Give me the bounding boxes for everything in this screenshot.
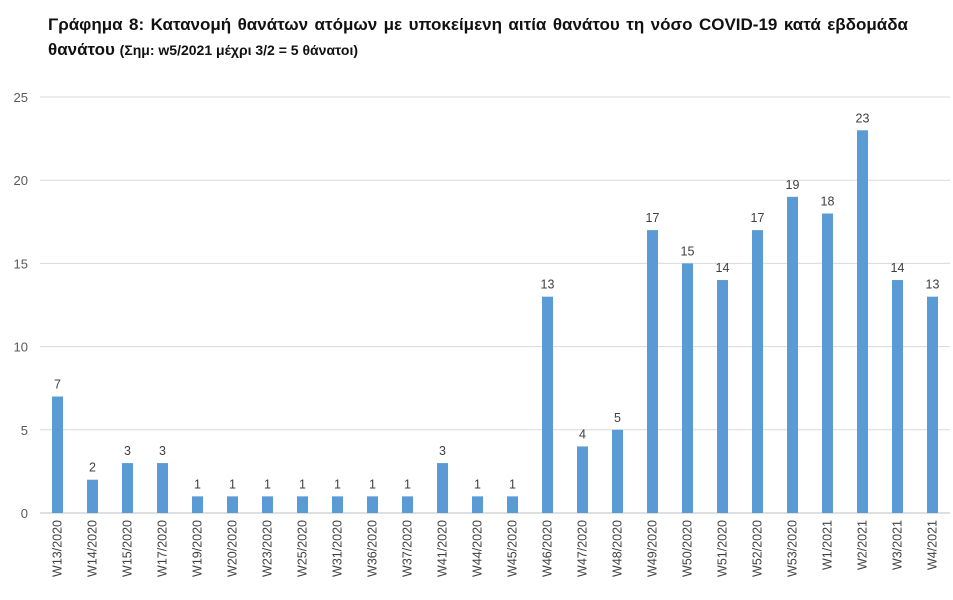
x-tick-label: W50/2020 [681, 520, 695, 577]
x-tick-label: W41/2020 [436, 520, 450, 577]
data-label: 19 [786, 178, 800, 192]
data-label: 1 [404, 477, 411, 491]
data-label: 7 [54, 378, 61, 392]
bar [157, 463, 168, 513]
data-label: 17 [646, 211, 660, 225]
data-label: 23 [856, 111, 870, 125]
x-tick-label: W19/2020 [191, 520, 205, 577]
x-tick-label: W36/2020 [366, 520, 380, 577]
bars [52, 130, 938, 514]
bar [927, 296, 938, 513]
x-tick-label: W23/2020 [261, 520, 275, 577]
x-tick-label: W15/2020 [121, 520, 135, 577]
data-label: 1 [509, 477, 516, 491]
chart-title-note: (Σημ: w5/2021 μέχρι 3/2 = 5 θάνατοι) [119, 42, 359, 58]
data-label: 13 [926, 278, 940, 292]
y-tick-label: 0 [21, 506, 28, 521]
x-tick-label: W2/2021 [856, 520, 870, 570]
data-label: 3 [124, 444, 131, 458]
data-label: 3 [159, 444, 166, 458]
bar [52, 396, 63, 513]
gridlines [40, 96, 950, 514]
data-label: 1 [369, 477, 376, 491]
x-tick-label: W25/2020 [296, 520, 310, 577]
bar [857, 130, 868, 513]
bar [192, 496, 203, 513]
bar [507, 496, 518, 513]
x-tick-label: W37/2020 [401, 520, 415, 577]
x-tick-label: W53/2020 [786, 520, 800, 577]
data-label: 4 [579, 427, 586, 441]
bar [437, 463, 448, 513]
bar [787, 196, 798, 513]
bar [542, 296, 553, 513]
y-tick-label: 5 [21, 423, 28, 438]
bar [262, 496, 273, 513]
bar [332, 496, 343, 513]
x-tick-label: W13/2020 [51, 520, 65, 577]
x-tick-label: W3/2021 [891, 520, 905, 570]
data-label: 1 [299, 477, 306, 491]
data-label: 1 [194, 477, 201, 491]
data-label: 15 [681, 244, 695, 258]
x-tick-label: W44/2020 [471, 520, 485, 577]
x-tick-label: W4/2021 [926, 520, 940, 570]
bar [367, 496, 378, 513]
data-label: 14 [716, 261, 730, 275]
chart-title-main: Γράφημα 8: Κατανομή θανάτων ατόμων με υπ… [48, 15, 908, 59]
bar [87, 479, 98, 513]
bar [822, 213, 833, 514]
bar [892, 280, 903, 513]
x-tick-label: W49/2020 [646, 520, 660, 577]
bar [682, 263, 693, 513]
bar [227, 496, 238, 513]
x-tick-label: W14/2020 [86, 520, 100, 577]
x-tick-label: W45/2020 [506, 520, 520, 577]
chart-title: Γράφημα 8: Κατανομή θανάτων ατόμων με υπ… [48, 12, 908, 63]
data-label: 18 [821, 194, 835, 208]
x-tick-label: W51/2020 [716, 520, 730, 577]
x-tick-label: W20/2020 [226, 520, 240, 577]
bar [612, 429, 623, 513]
x-tick-label: W1/2021 [821, 520, 835, 570]
y-tick-label: 20 [14, 173, 28, 188]
x-tick-label: W31/2020 [331, 520, 345, 577]
bar [402, 496, 413, 513]
y-tick-label: 10 [14, 340, 28, 355]
data-label: 14 [891, 261, 905, 275]
data-label: 1 [334, 477, 341, 491]
y-axis: 0 5 10 15 20 25 [14, 90, 28, 521]
bar [647, 230, 658, 513]
data-label: 1 [474, 477, 481, 491]
bar [577, 446, 588, 513]
data-label: 1 [264, 477, 271, 491]
x-axis: W13/2020 W14/2020 W15/2020 W17/2020 W19/2020… [51, 520, 940, 577]
data-label: 13 [541, 278, 555, 292]
data-label: 1 [229, 477, 236, 491]
y-tick-label: 25 [14, 90, 28, 105]
data-label: 2 [89, 461, 96, 475]
bar [472, 496, 483, 513]
data-label: 3 [439, 444, 446, 458]
bar [297, 496, 308, 513]
x-tick-label: W47/2020 [576, 520, 590, 577]
bar [122, 463, 133, 513]
x-tick-label: W52/2020 [751, 520, 765, 577]
x-tick-label: W17/2020 [156, 520, 170, 577]
x-tick-label: W46/2020 [541, 520, 555, 577]
bar [752, 230, 763, 513]
data-label: 17 [751, 211, 765, 225]
y-tick-label: 15 [14, 256, 28, 271]
data-label: 5 [614, 411, 621, 425]
x-tick-label: W48/2020 [611, 520, 625, 577]
bar [717, 280, 728, 513]
